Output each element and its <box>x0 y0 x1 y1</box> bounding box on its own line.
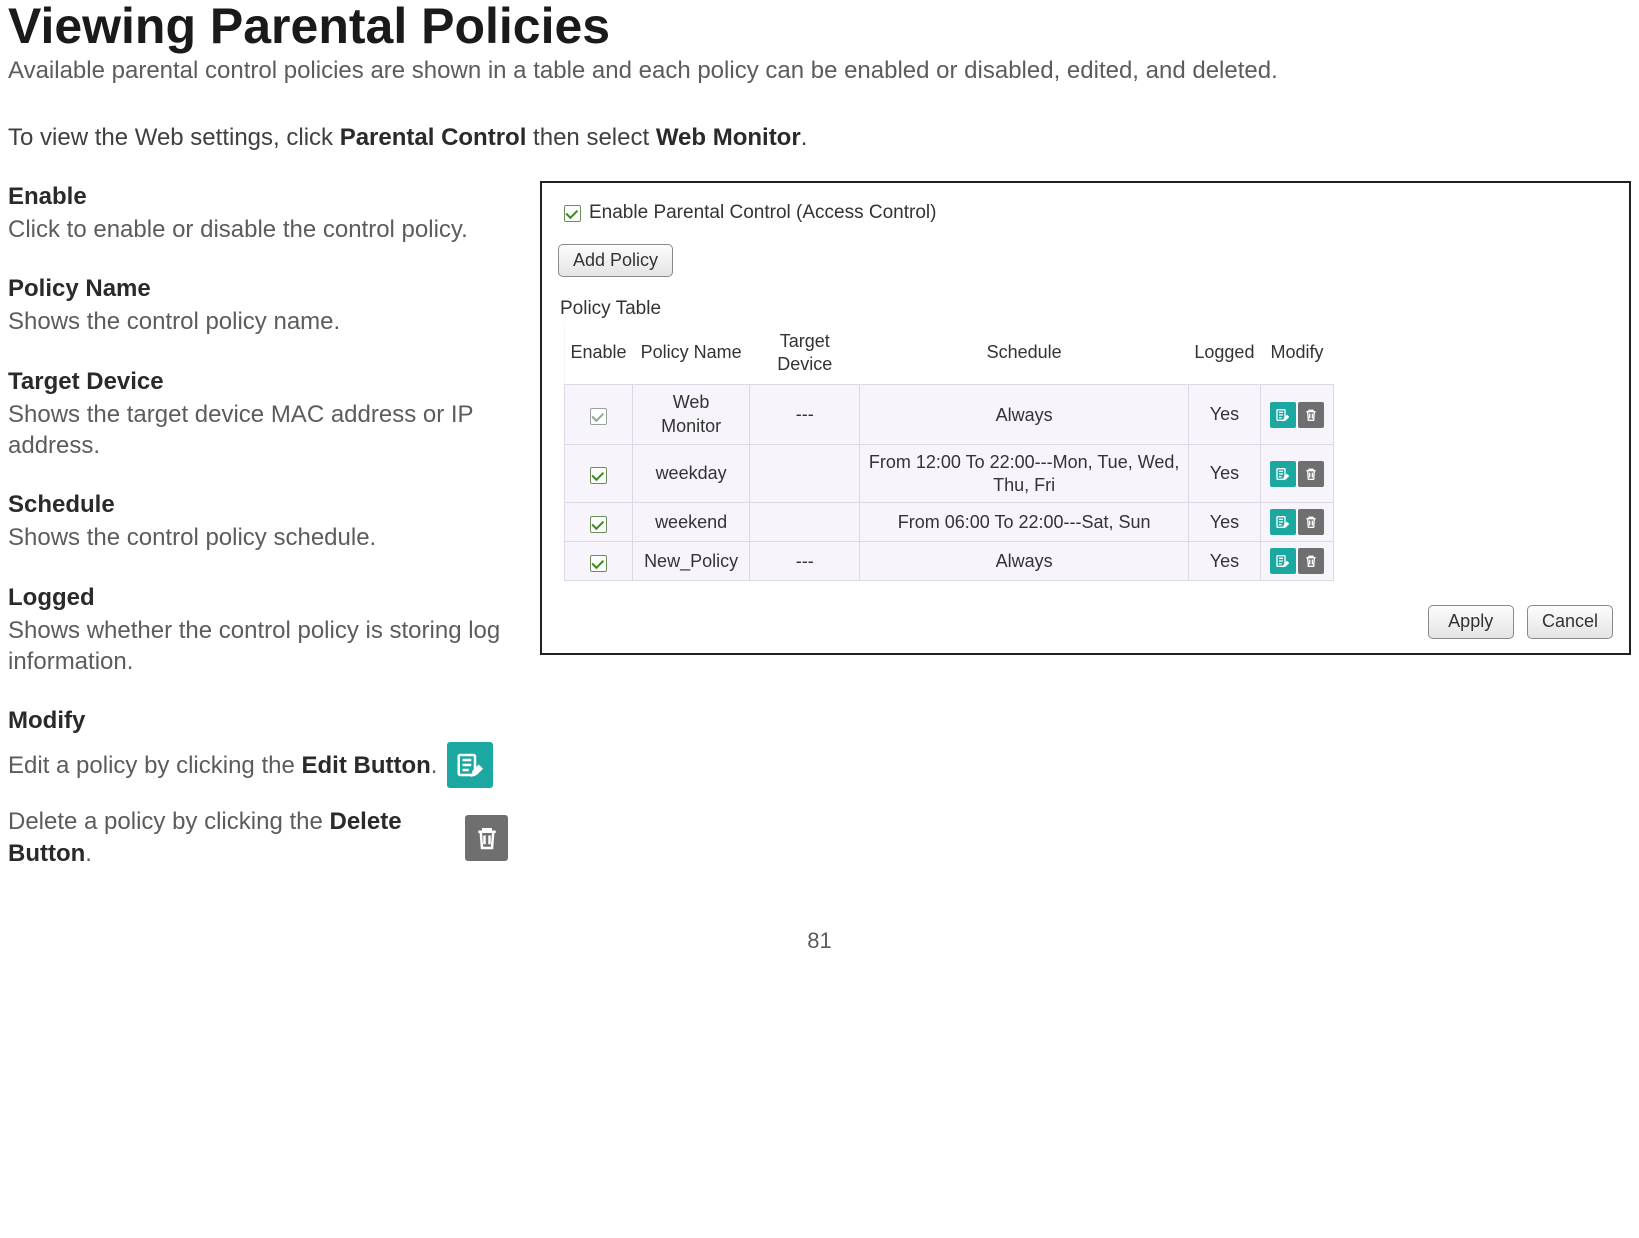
cell-policy-name: Web Monitor <box>633 385 750 445</box>
definition-label: Policy Name <box>8 273 508 304</box>
definition-block: LoggedShows whether the control policy i… <box>8 582 508 678</box>
row-enable-checkbox[interactable] <box>590 555 607 572</box>
policy-panel: Enable Parental Control (Access Control)… <box>540 181 1631 655</box>
row-edit-button[interactable] <box>1270 548 1296 574</box>
definition-label: Logged <box>8 582 508 613</box>
row-enable-checkbox[interactable] <box>590 516 607 533</box>
cell-target-device <box>750 503 860 542</box>
cell-schedule: From 06:00 To 22:00---Sat, Sun <box>860 503 1188 542</box>
policy-table: EnablePolicy NameTarget DeviceScheduleLo… <box>564 326 1334 582</box>
nav-link-parental-control: Parental Control <box>340 124 527 151</box>
modify-delete-suffix: . <box>85 840 92 867</box>
definition-desc: Click to enable or disable the control p… <box>8 214 508 245</box>
modify-edit-bold: Edit Button <box>301 752 430 779</box>
row-delete-button[interactable] <box>1298 509 1324 535</box>
row-edit-button[interactable] <box>1270 402 1296 428</box>
cell-modify <box>1260 385 1333 445</box>
definition-label: Target Device <box>8 366 508 397</box>
enable-parental-checkbox[interactable] <box>564 205 581 222</box>
nav-suffix: . <box>801 124 808 151</box>
row-delete-button[interactable] <box>1298 461 1324 487</box>
nav-mid: then select <box>526 124 655 151</box>
cell-logged: Yes <box>1188 503 1260 542</box>
modify-delete-prefix: Delete a policy by clicking the <box>8 808 330 835</box>
cancel-button[interactable]: Cancel <box>1527 605 1613 638</box>
definition-label: Enable <box>8 181 508 212</box>
modify-delete-line: Delete a policy by clicking the Delete B… <box>8 806 508 868</box>
cell-logged: Yes <box>1188 445 1260 503</box>
row-enable-checkbox <box>590 408 607 425</box>
cell-target-device: --- <box>750 385 860 445</box>
add-policy-button[interactable]: Add Policy <box>558 244 673 277</box>
enable-parental-label: Enable Parental Control (Access Control) <box>589 201 936 226</box>
column-header: Logged <box>1188 326 1260 385</box>
policy-table-label: Policy Table <box>560 297 1613 322</box>
trash-icon <box>465 815 508 861</box>
cell-logged: Yes <box>1188 542 1260 581</box>
table-row: weekday From 12:00 To 22:00---Mon, Tue, W… <box>565 445 1334 503</box>
table-row: weekend From 06:00 To 22:00---Sat, SunYes <box>565 503 1334 542</box>
row-delete-button[interactable] <box>1298 402 1324 428</box>
page-number: 81 <box>8 927 1631 956</box>
definition-label: Schedule <box>8 489 508 520</box>
definition-block: Policy NameShows the control policy name… <box>8 273 508 337</box>
nav-link-web-monitor: Web Monitor <box>656 124 801 151</box>
cell-target-device: --- <box>750 542 860 581</box>
table-row: New_Policy---AlwaysYes <box>565 542 1334 581</box>
definitions-column: EnableClick to enable or disable the con… <box>8 181 508 887</box>
row-enable-checkbox[interactable] <box>590 467 607 484</box>
modify-edit-prefix: Edit a policy by clicking the <box>8 752 301 779</box>
cell-target-device <box>750 445 860 503</box>
definition-block: Target DeviceShows the target device MAC… <box>8 366 508 462</box>
row-edit-button[interactable] <box>1270 509 1296 535</box>
row-edit-button[interactable] <box>1270 461 1296 487</box>
cell-modify <box>1260 445 1333 503</box>
cell-schedule: Always <box>860 542 1188 581</box>
cell-policy-name: weekend <box>633 503 750 542</box>
modify-edit-line: Edit a policy by clicking the Edit Butto… <box>8 742 508 788</box>
apply-button[interactable]: Apply <box>1428 605 1514 638</box>
cell-policy-name: New_Policy <box>633 542 750 581</box>
column-header: Modify <box>1260 326 1333 385</box>
definition-desc: Shows the control policy name. <box>8 306 508 337</box>
definition-desc: Shows whether the control policy is stor… <box>8 615 508 677</box>
definition-block: ScheduleShows the control policy schedul… <box>8 489 508 553</box>
definition-block: EnableClick to enable or disable the con… <box>8 181 508 245</box>
edit-icon <box>447 742 493 788</box>
modify-edit-suffix: . <box>431 752 438 779</box>
row-delete-button[interactable] <box>1298 548 1324 574</box>
cell-modify <box>1260 542 1333 581</box>
definition-desc: Shows the control policy schedule. <box>8 522 508 553</box>
cell-schedule: Always <box>860 385 1188 445</box>
nav-instruction: To view the Web settings, click Parental… <box>8 122 1631 153</box>
cell-logged: Yes <box>1188 385 1260 445</box>
nav-prefix: To view the Web settings, click <box>8 124 340 151</box>
modify-label: Modify <box>8 705 508 736</box>
table-row: Web Monitor---AlwaysYes <box>565 385 1334 445</box>
cell-policy-name: weekday <box>633 445 750 503</box>
page-title: Viewing Parental Policies <box>8 0 1631 53</box>
column-header: Enable <box>565 326 633 385</box>
cell-schedule: From 12:00 To 22:00---Mon, Tue, Wed, Thu… <box>860 445 1188 503</box>
column-header: Schedule <box>860 326 1188 385</box>
intro-text: Available parental control policies are … <box>8 55 1631 86</box>
definition-desc: Shows the target device MAC address or I… <box>8 399 508 461</box>
column-header: Target Device <box>750 326 860 385</box>
cell-modify <box>1260 503 1333 542</box>
column-header: Policy Name <box>633 326 750 385</box>
